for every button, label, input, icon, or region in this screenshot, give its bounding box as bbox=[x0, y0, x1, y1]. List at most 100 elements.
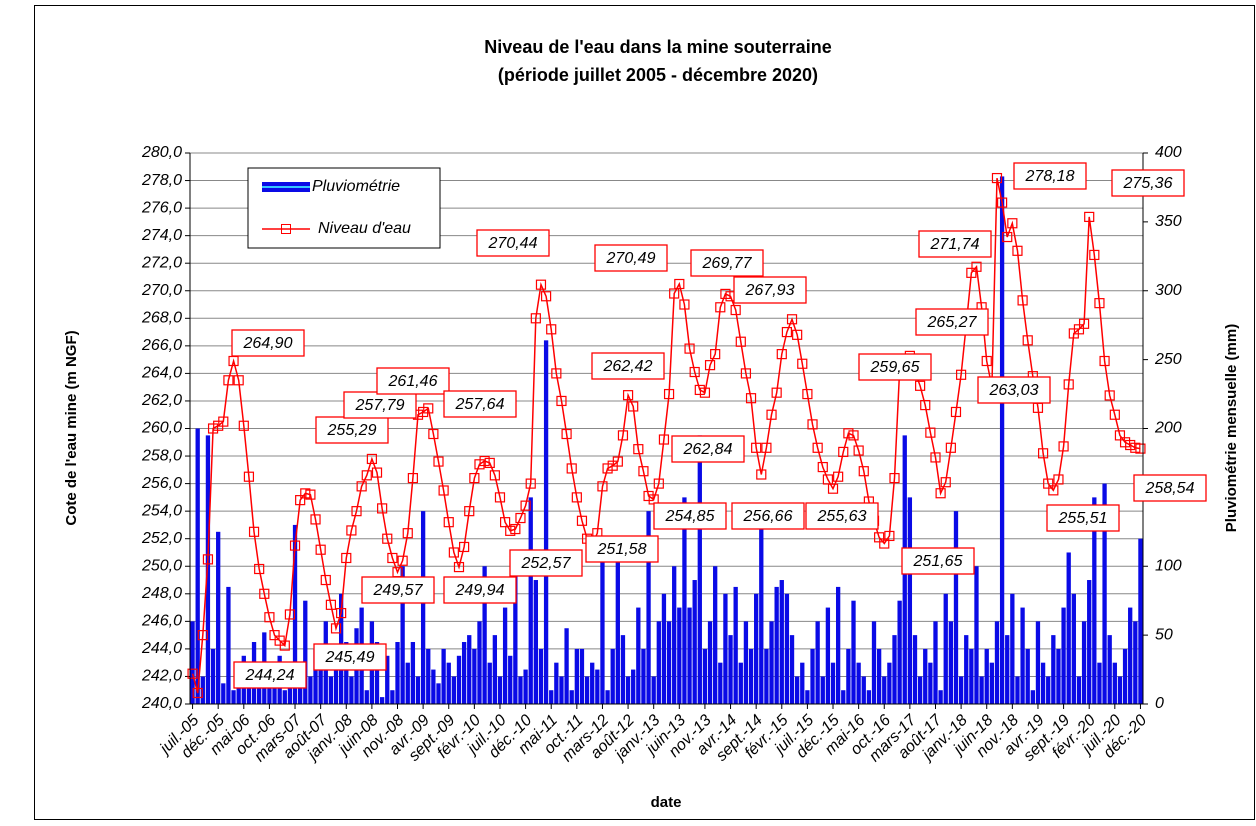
marker bbox=[669, 288, 680, 299]
marker bbox=[556, 395, 567, 407]
bar bbox=[482, 566, 487, 704]
bar bbox=[907, 497, 913, 704]
marker bbox=[991, 172, 1003, 184]
marker bbox=[1119, 437, 1131, 448]
bar bbox=[953, 511, 959, 704]
marker bbox=[694, 384, 705, 396]
bar bbox=[841, 690, 846, 704]
annotation-box bbox=[443, 390, 517, 418]
marker bbox=[1012, 245, 1023, 256]
marker bbox=[745, 393, 757, 404]
marker bbox=[397, 555, 408, 566]
annotation-box bbox=[1046, 504, 1120, 532]
bar bbox=[1087, 580, 1092, 704]
marker bbox=[781, 326, 793, 338]
y-tick-label: 270,0 bbox=[141, 282, 182, 299]
bar bbox=[231, 690, 236, 704]
marker bbox=[628, 401, 639, 412]
y-tick-label: 278,0 bbox=[141, 172, 182, 189]
bar bbox=[994, 621, 1000, 704]
bar bbox=[1117, 676, 1123, 704]
y-axis-label: Cote de l'eau mine (m NGF) bbox=[63, 330, 80, 525]
marker bbox=[771, 387, 782, 398]
y-tick-label: 274,0 bbox=[141, 227, 182, 244]
marker bbox=[658, 434, 670, 445]
bar bbox=[538, 648, 544, 704]
marker bbox=[377, 503, 388, 514]
marker bbox=[489, 470, 500, 481]
bar bbox=[646, 511, 651, 704]
bar bbox=[1010, 593, 1015, 704]
marker bbox=[1099, 355, 1110, 367]
bar bbox=[912, 635, 918, 704]
bar bbox=[1133, 621, 1138, 704]
bar bbox=[713, 566, 718, 704]
annotation: 256,66 bbox=[743, 508, 793, 525]
marker bbox=[341, 552, 352, 564]
y-tick-label: 266,0 bbox=[141, 337, 182, 354]
y-tick-label: 252,0 bbox=[141, 530, 182, 547]
bar bbox=[584, 676, 590, 704]
annotation: 255,29 bbox=[327, 422, 377, 439]
bar bbox=[851, 600, 856, 704]
marker bbox=[889, 472, 900, 484]
bar bbox=[743, 621, 749, 704]
bar bbox=[497, 676, 503, 704]
bar bbox=[672, 566, 677, 704]
marker bbox=[295, 495, 306, 506]
marker bbox=[1043, 478, 1054, 489]
bar bbox=[964, 635, 969, 704]
bar bbox=[487, 662, 492, 704]
bar bbox=[415, 676, 421, 704]
marker bbox=[971, 261, 982, 272]
annotation-box bbox=[918, 230, 992, 258]
marker bbox=[710, 349, 721, 360]
bar bbox=[999, 176, 1005, 705]
bar bbox=[313, 648, 318, 704]
marker bbox=[761, 442, 772, 453]
bar bbox=[810, 648, 815, 704]
bar bbox=[379, 697, 385, 704]
y-tick-label: 262,0 bbox=[141, 392, 182, 409]
bar bbox=[687, 607, 692, 704]
legend-swatch-marker bbox=[281, 224, 291, 234]
bar bbox=[1046, 676, 1051, 704]
bar bbox=[943, 593, 948, 704]
bar bbox=[933, 621, 938, 704]
marker bbox=[259, 588, 270, 599]
y-tick-label: 258,0 bbox=[141, 447, 182, 464]
annotation-box bbox=[977, 376, 1051, 404]
annotation: 249,94 bbox=[455, 582, 505, 599]
annotation-box bbox=[733, 276, 807, 304]
bar bbox=[226, 586, 231, 704]
marker bbox=[1048, 485, 1059, 496]
marker bbox=[915, 380, 926, 391]
marker bbox=[704, 360, 716, 371]
marker bbox=[766, 409, 777, 420]
bar bbox=[1020, 607, 1025, 704]
marker bbox=[192, 687, 203, 699]
marker bbox=[1017, 295, 1028, 306]
marker bbox=[530, 313, 541, 324]
bar bbox=[467, 635, 472, 704]
bar bbox=[825, 607, 831, 704]
y-tick-label: 246,0 bbox=[141, 613, 182, 630]
marker bbox=[817, 461, 828, 473]
bar bbox=[1107, 635, 1112, 704]
legend-box bbox=[247, 167, 441, 249]
marker bbox=[858, 466, 869, 477]
annotation: 267,93 bbox=[745, 282, 795, 299]
bar bbox=[769, 621, 774, 704]
annotation-box bbox=[594, 244, 668, 272]
marker bbox=[735, 336, 746, 347]
marker bbox=[346, 525, 357, 536]
marker bbox=[930, 452, 941, 463]
annotation-box bbox=[1133, 474, 1207, 502]
annotation-box bbox=[690, 249, 764, 277]
annotation: 259,65 bbox=[870, 359, 920, 376]
marker bbox=[848, 430, 859, 441]
bar bbox=[923, 648, 928, 704]
marker bbox=[786, 314, 798, 325]
marker bbox=[361, 470, 372, 481]
bar bbox=[543, 340, 549, 704]
